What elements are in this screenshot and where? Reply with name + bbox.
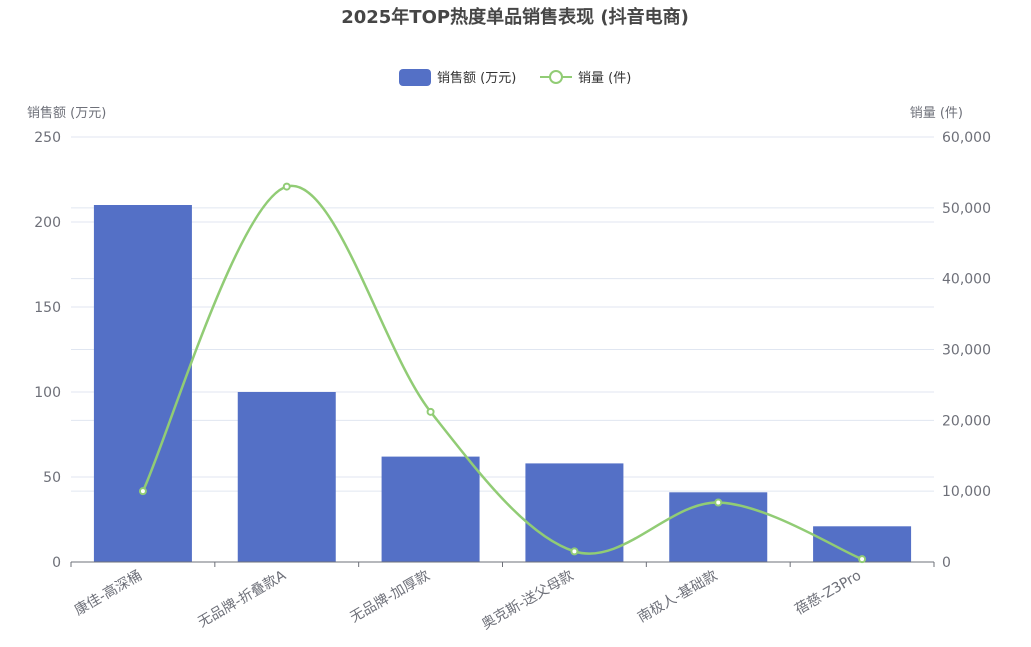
legend-label-volume: 销量 (件) bbox=[578, 71, 631, 86]
y-left-tick-label: 200 bbox=[34, 215, 61, 231]
chart-title: 2025年TOP热度单品销售表现 (抖音电商) bbox=[341, 6, 689, 28]
legend-bar-swatch bbox=[399, 69, 431, 86]
legend-item-sales[interactable]: 销售额 (万元) bbox=[399, 69, 516, 86]
volume-point-4[interactable] bbox=[714, 498, 723, 507]
y-left-tick-label: 0 bbox=[52, 555, 61, 571]
gridlines bbox=[71, 136, 934, 492]
x-tick-label-4: 南极人-基础款 bbox=[635, 567, 721, 626]
y-right-tick-label: 20,000 bbox=[942, 413, 991, 429]
x-tick-label-2: 无品牌-加厚款 bbox=[347, 567, 433, 626]
y-left-tick-label: 150 bbox=[34, 300, 61, 316]
bar-3[interactable] bbox=[525, 463, 624, 562]
volume-point-3[interactable] bbox=[570, 547, 579, 556]
bar-1[interactable] bbox=[237, 392, 336, 562]
y-axis-left-label: 销售额 (万元) bbox=[27, 105, 106, 121]
x-tick-label-5: 蓓慈-Z3Pro bbox=[792, 568, 864, 619]
y-left-tick-label: 100 bbox=[34, 385, 61, 401]
legend-item-volume[interactable]: 销量 (件) bbox=[540, 70, 631, 86]
y-right-tick-label: 0 bbox=[942, 555, 951, 571]
legend: 销售额 (万元) 销量 (件) bbox=[399, 69, 631, 86]
y-right-tick-label: 60,000 bbox=[942, 130, 991, 146]
volume-point-5[interactable] bbox=[858, 555, 867, 564]
bar-series bbox=[93, 205, 912, 562]
y-right-tick-label: 50,000 bbox=[942, 201, 991, 217]
y-right-tick-label: 30,000 bbox=[942, 343, 991, 359]
y-right-tick-label: 40,000 bbox=[942, 272, 991, 288]
bar-2[interactable] bbox=[381, 456, 480, 562]
axes bbox=[70, 561, 935, 567]
legend-label-sales: 销售额 (万元) bbox=[437, 70, 516, 86]
y-left-tick-label: 50 bbox=[43, 470, 61, 486]
y-axis-right-label: 销量 (件) bbox=[910, 106, 963, 121]
x-tick-label-0: 康佳-高深桶 bbox=[71, 567, 145, 619]
volume-point-2[interactable] bbox=[426, 407, 435, 416]
bar-0[interactable] bbox=[93, 205, 192, 562]
x-tick-label-3: 奥克斯-送父母款 bbox=[479, 567, 577, 633]
volume-point-1[interactable] bbox=[282, 182, 291, 191]
volume-point-0[interactable] bbox=[138, 487, 147, 496]
y-right-tick-label: 10,000 bbox=[942, 484, 991, 500]
x-tick-label-1: 无品牌-折叠款A bbox=[195, 567, 289, 631]
line-series bbox=[138, 182, 867, 564]
y-left-tick-label: 250 bbox=[34, 130, 61, 146]
legend-line-marker bbox=[549, 70, 563, 84]
